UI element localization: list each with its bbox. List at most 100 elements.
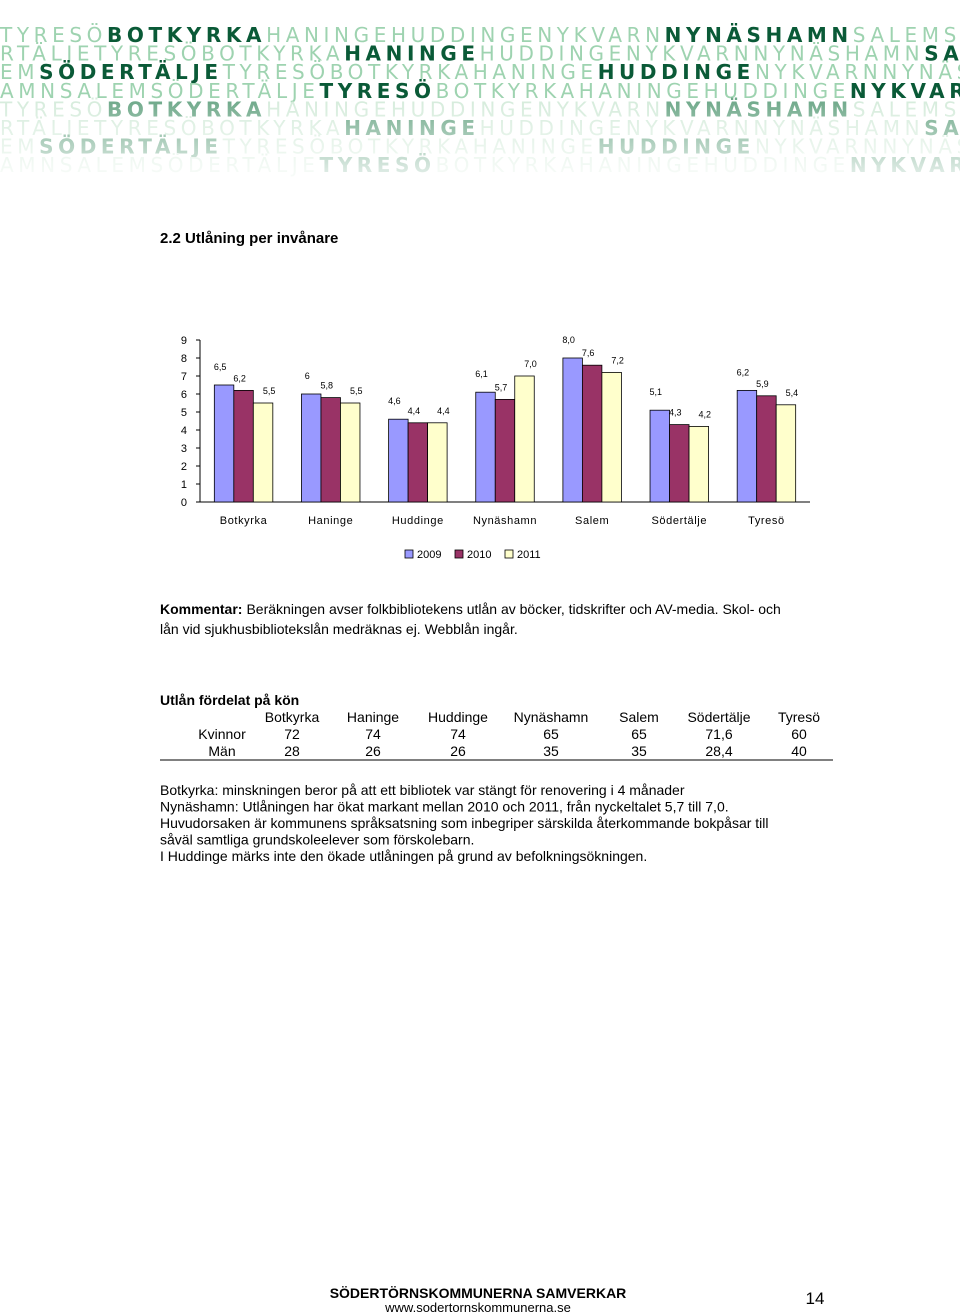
comment-line: Beräkningen avser folkbibliotekens utlån…	[246, 601, 780, 617]
value-label: 6,1	[475, 369, 488, 379]
banner-word: SALEM	[60, 79, 151, 103]
bar	[407, 422, 429, 503]
bar	[514, 375, 535, 503]
table-cell: 74	[365, 726, 381, 742]
banner-word: NYNÄSHAMN	[665, 23, 853, 47]
legend-swatch	[454, 549, 464, 559]
footer-org: SÖDERTÖRNSKOMMUNERNA SAMVERKAR	[330, 1285, 627, 1301]
page-number: 14	[806, 1289, 825, 1308]
comment-line: lån vid sjukhusbibliotekslån medräknas e…	[160, 621, 518, 637]
bar	[601, 371, 622, 503]
banner-word: BOTKYRKA	[201, 42, 344, 66]
value-label: 8,0	[562, 335, 575, 345]
table-header: Södertälje	[687, 709, 750, 725]
bar	[301, 393, 322, 503]
value-label: 7,0	[524, 359, 537, 369]
value-label: 5,9	[756, 379, 769, 389]
banner-word: AMN	[0, 79, 60, 103]
note-line: såväl samtliga grundskoleelever som förs…	[160, 832, 474, 848]
bar	[688, 425, 709, 503]
banner-word: HANINGE	[473, 60, 598, 84]
banner-word: HANINGE	[266, 23, 391, 47]
table-row-label: Kvinnor	[198, 726, 246, 742]
value-label: 4,3	[669, 408, 682, 418]
x-tick-label: Tyresö	[748, 515, 785, 527]
bar	[213, 384, 235, 503]
table-cell: 74	[450, 726, 466, 742]
table-header: Salem	[619, 709, 659, 725]
value-label: 6	[305, 371, 310, 381]
note-line: Nynäshamn: Utlåningen har ökat markant m…	[160, 799, 729, 815]
table-title: Utlån fördelat på kön	[160, 692, 299, 708]
bar	[388, 418, 409, 503]
table-header: Botkyrka	[265, 709, 320, 725]
table-cell: 26	[450, 743, 466, 759]
banner-word: HUDDINGE	[598, 60, 755, 84]
banner-row: EMSÖDERTÄLJETYRESÖBOTKYRKAHANINGEHUDDING…	[0, 60, 960, 84]
table-cell: 26	[365, 743, 381, 759]
bar	[475, 391, 496, 503]
x-tick-label: Södertälje	[652, 515, 708, 527]
bar	[562, 357, 583, 503]
banner-word: NYNÄSHAMN	[753, 42, 924, 66]
note-line: Huvudorsaken är kommunens språksatsning …	[160, 815, 769, 831]
value-label: 7,2	[611, 355, 624, 365]
banner-word: NYKVARN	[850, 79, 960, 103]
banner-word: TYRESÖ	[222, 60, 330, 84]
table-cell: 35	[631, 743, 647, 759]
note-line: I Huddinge märks inte den ökade utlåning…	[160, 848, 647, 864]
banner-word: NYNÄSHAMN	[882, 60, 960, 84]
banner-row: TYRESÖBOTKYRKAHANINGEHUDDINGENYKVARNNYNÄ…	[0, 23, 960, 47]
table-cell: 71,6	[705, 726, 732, 742]
bar	[756, 395, 777, 503]
value-label: 5,1	[650, 387, 663, 397]
banner-word: SÖDERTÄLJE	[151, 79, 320, 103]
value-label: 4,2	[699, 409, 712, 419]
comment-label: Kommentar:	[160, 601, 242, 617]
value-label: 4,4	[437, 406, 450, 416]
y-tick-label: 0	[181, 497, 187, 509]
legend-swatch	[404, 549, 414, 559]
y-tick-label: 9	[181, 335, 187, 347]
table-cell: 72	[284, 726, 300, 742]
y-tick-label: 3	[181, 443, 187, 455]
bar	[669, 424, 690, 503]
value-label: 7,6	[582, 348, 595, 358]
legend-label: 2010	[467, 549, 491, 561]
legend-label: 2011	[517, 549, 541, 561]
y-tick-label: 7	[181, 371, 187, 383]
table-header: Haninge	[347, 709, 399, 725]
table-cell: 65	[543, 726, 559, 742]
x-tick-label: Botkyrka	[220, 515, 268, 527]
bar	[494, 398, 516, 503]
bar	[252, 402, 274, 503]
banner-word: NYKVARN	[626, 42, 753, 66]
bar	[320, 397, 341, 503]
table-cell: 28	[284, 743, 300, 759]
value-label: 5,8	[320, 381, 333, 391]
banner-word: HANINGE	[579, 79, 704, 103]
y-tick-label: 5	[181, 407, 187, 419]
x-tick-label: Huddinge	[392, 515, 444, 527]
banner-word: SALEM	[924, 42, 960, 66]
value-label: 4,6	[388, 396, 401, 406]
bar	[427, 422, 448, 503]
table-cell: 40	[791, 743, 807, 759]
y-tick-label: 8	[181, 353, 187, 365]
x-tick-label: Haninge	[308, 515, 353, 527]
section-title: 2.2 Utlåning per invånare	[160, 230, 338, 247]
banner-row: AMNSALEMSÖDERTÄLJETYRESÖBOTKYRKAHANINGEH…	[0, 79, 960, 103]
table-header: Nynäshamn	[514, 709, 589, 725]
value-label: 5,5	[263, 386, 276, 396]
banner-word: HANINGE	[344, 42, 479, 66]
banner-word: HUDDINGE	[391, 23, 537, 47]
banner-row: RTÄLJETYRESÖBOTKYRKAHANINGEHUDDINGENYKVA…	[0, 42, 960, 66]
bar	[736, 389, 758, 503]
banner-fade	[0, 100, 960, 180]
bar	[233, 389, 254, 503]
banner-word: HUDDINGE	[480, 42, 626, 66]
banner-word: NYKVARN	[755, 60, 882, 84]
table-cell: 35	[543, 743, 559, 759]
